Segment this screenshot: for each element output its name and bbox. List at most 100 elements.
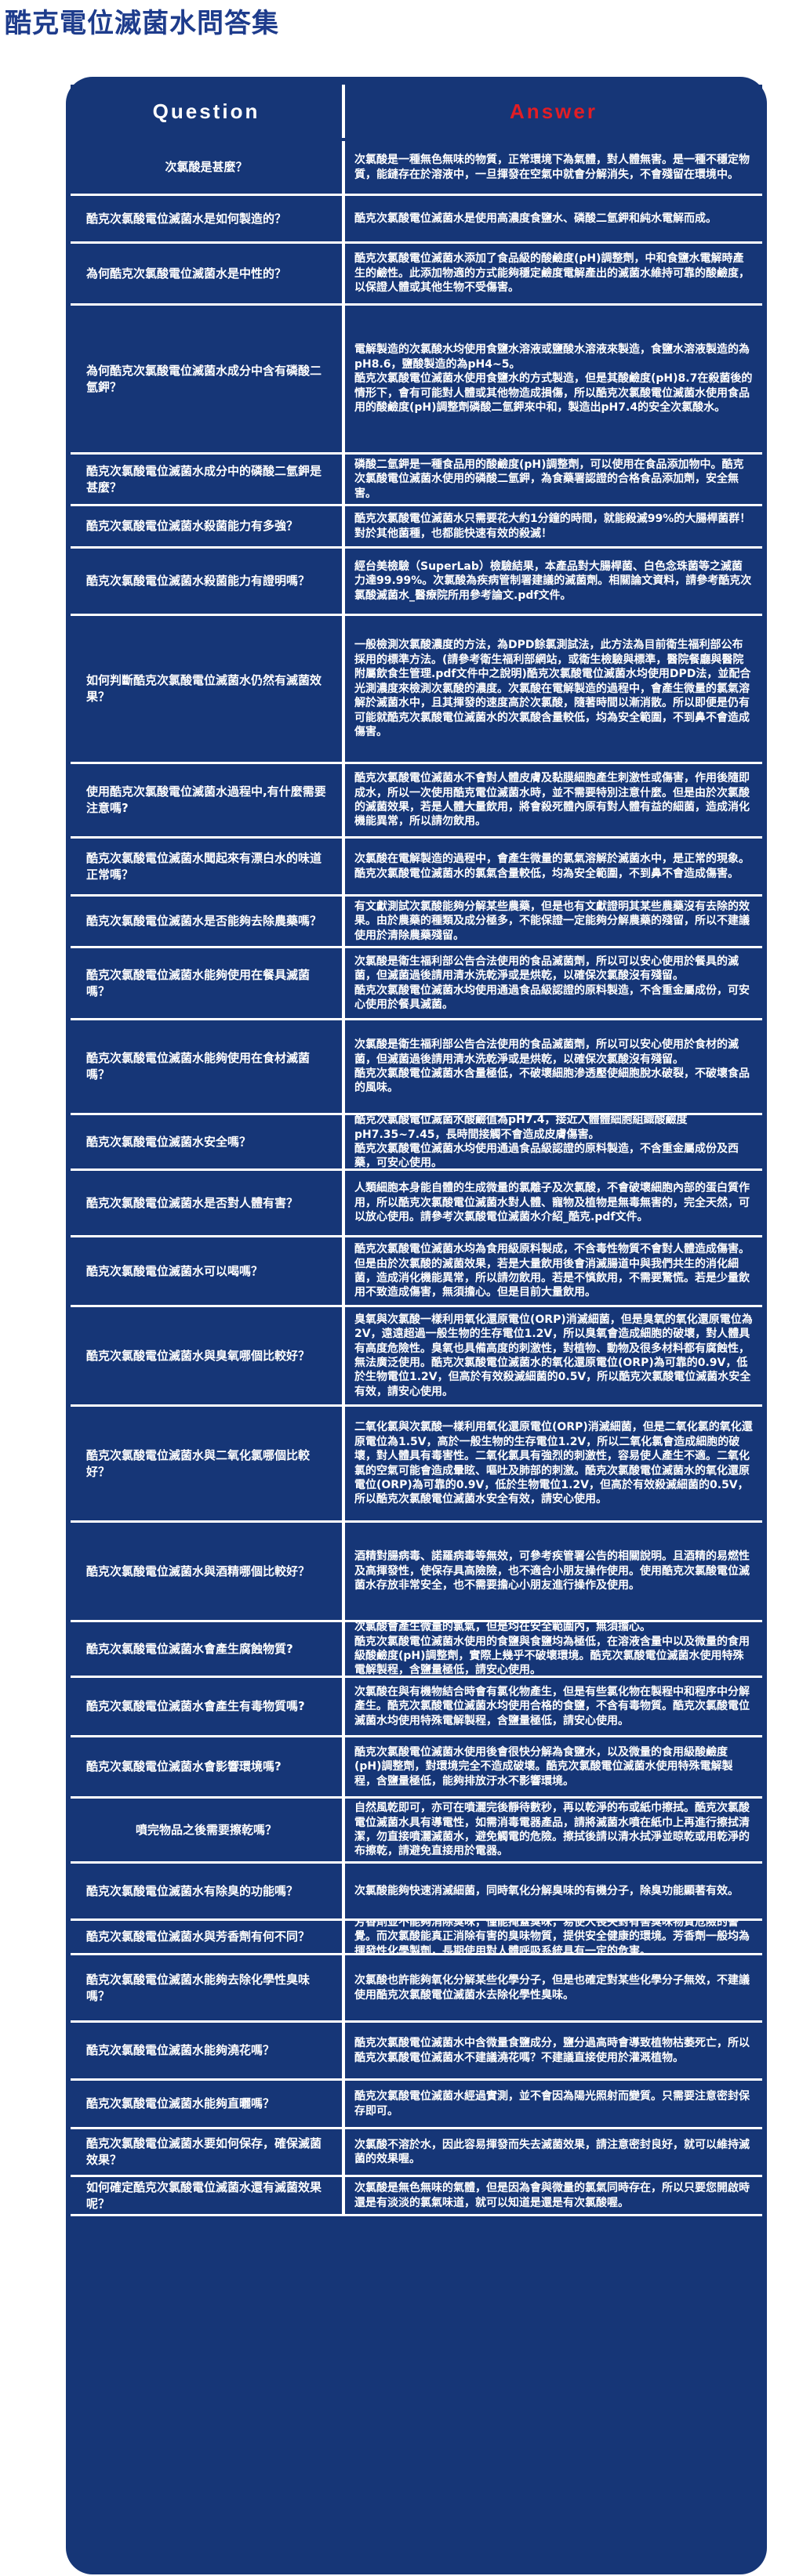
question-cell: 酷克次氯酸電位滅菌水是否能夠去除農藥嗎？ — [71, 897, 342, 946]
faq-row: 酷克次氯酸電位滅菌水聞起來有漂白水的味道正常嗎？ 次氯酸在電解製造的過程中，會產生… — [71, 839, 762, 894]
answer-cell: 酷克次氯酸電位滅菌水是使用高濃度食鹽水、磷酸二氫鉀和純水電解而成。 — [345, 196, 762, 241]
question-cell: 酷克次氯酸電位滅菌水殺菌能力有證明嗎？ — [71, 549, 342, 614]
row-divider — [71, 241, 762, 244]
answer-text: 酷克次氯酸電位滅菌水均為食用級原料製成，不含毒性物質不會對人體造成傷害。但是由於… — [354, 1243, 750, 1299]
answer-text: 有文獻測試次氯酸能夠分解某些農藥，但是也有文獻證明其某些農藥沒有去除的效果。由於… — [354, 900, 750, 942]
answer-text: 一般檢測次氯酸濃度的方法，為DPD餘氯測試法，此方法為目前衛生福利部公布採用的標… — [354, 639, 751, 739]
question-cell: 酷克次氯酸電位滅菌水會產生有毒物質嗎? — [71, 1678, 342, 1735]
faq-row: 酷克次氯酸電位滅菌水是否對人體有害？ 人類細胞本身能自體的生成微量的氯離子及次氯酸… — [71, 1171, 762, 1235]
faq-row: 酷克次氯酸電位滅菌水殺菌能力有多強？ 酷克次氯酸電位滅菌水只需要花大約1分鐘的時間… — [71, 506, 762, 546]
column-divider — [342, 948, 345, 1018]
question-cell: 為何酷克次氯酸電位滅菌水成分中含有磷酸二氫鉀？ — [71, 306, 342, 452]
answer-cell: 次氯酸是一種無色無味的物質，正常環境下為氣體，對人體無害。是一種不穩定物質，能鏈… — [345, 141, 762, 194]
answer-cell: 次氯酸會產生微量的氯氣，但是均在安全範圍內，無須擔心。 酷克次氯酸電位滅菌水使用… — [345, 1622, 762, 1676]
question-cell: 如何確定酷克次氯酸電位滅菌水還有滅菌效果呢？ — [71, 2177, 342, 2214]
answer-text: 二氧化氯與次氯酸一樣利用氧化還原電位(ORP)消滅細菌，但是二氧化氯的氧化還原電… — [354, 1421, 753, 1506]
row-divider — [71, 1796, 762, 1799]
question-cell: 酷克次氯酸電位滅菌水與二氧化氯哪個比較好？ — [71, 1407, 342, 1520]
answer-cell: 經台美檢驗（SuperLab）檢驗結果，本產品對大腸桿菌、白色念珠菌等之滅菌力達… — [345, 549, 762, 614]
answer-text: 次氯酸是衛生福利部公告合法使用的食品滅菌劑，所以可以安心使用於餐具的滅菌，但滅菌… — [354, 955, 750, 1011]
faq-row: 酷克次氯酸電位滅菌水會影響環境嗎? 酷克次氯酸電位滅菌水使用後會很快分解為食鹽水，… — [71, 1737, 762, 1796]
column-divider — [342, 1921, 345, 1953]
faq-row: 為何酷克次氯酸電位滅菌水成分中含有磷酸二氫鉀？ 電解製造的次氯酸水均使用食鹽水溶液… — [71, 306, 762, 452]
question-cell: 酷克次氯酸電位滅菌水與臭氧哪個比較好？ — [71, 1307, 342, 1404]
row-divider — [71, 1235, 762, 1237]
faq-row: 酷克次氯酸電位滅菌水會產生腐蝕物質? 次氯酸會產生微量的氯氣，但是均在安全範圍內，… — [71, 1622, 762, 1676]
answer-column-header: Answer — [345, 85, 762, 138]
answer-cell: 酷克次氯酸電位滅菌水經過實測，並不會因為陽光照射而變質。只需要注意密封保存即可。 — [345, 2081, 762, 2127]
faq-row: 酷克次氯酸電位滅菌水會產生有毒物質嗎? 次氯酸在與有機物結合時會有氯化物產生，但是… — [71, 1678, 762, 1735]
row-divider — [71, 1735, 762, 1737]
faq-row: 如何判斷酷克次氯酸電位滅菌水仍然有滅菌效果？ 一般檢測次氯酸濃度的方法，為DPD餘… — [71, 616, 762, 762]
faq-row: 酷克次氯酸電位滅菌水與二氧化氯哪個比較好？ 二氧化氯與次氯酸一樣利用氧化還原電位(… — [71, 1407, 762, 1520]
answer-text: 酷克次氯酸電位滅菌水中含微量食鹽成分，鹽分過高時會導致植物枯萎死亡，所以酷克次氯… — [354, 2037, 750, 2064]
row-divider — [71, 2175, 762, 2177]
answer-text: 酷克次氯酸電位滅菌水只需要花大約1分鐘的時間，就能殺滅99%的大腸桿菌群！對於其… — [354, 513, 751, 540]
question-cell: 酷克次氯酸電位滅菌水能夠直曬嗎？ — [71, 2081, 342, 2127]
answer-cell: 酷克次氯酸電位滅菌水中含微量食鹽成分，鹽分過高時會導致植物枯萎死亡，所以酷克次氯… — [345, 2023, 762, 2078]
page-title: 酷克電位滅菌水問答集 — [5, 8, 279, 39]
faq-row: 酷克次氯酸電位滅菌水安全嗎？ 酷克次氯酸電位滅菌水酸鹼值為pH7.4，接近人體體細… — [71, 1115, 762, 1168]
row-divider — [71, 546, 762, 549]
faq-row: 酷克次氯酸電位滅菌水與臭氧哪個比較好？ 臭氧與次氯酸一樣利用氧化還原電位(ORP)… — [71, 1307, 762, 1404]
answer-cell: 酷克次氯酸電位滅菌水不會對人體皮膚及黏膜細胞產生刺激性或傷害，作用後隨即成水，所… — [345, 764, 762, 836]
answer-text: 酒精對腸病毒、諾羅病毒等無效，可參考疾管署公告的相關說明。且酒精的易燃性及高揮發… — [354, 1550, 750, 1592]
column-divider — [342, 506, 345, 546]
question-cell: 次氯酸是甚麼？ — [71, 141, 342, 194]
question-cell: 酷克次氯酸電位滅菌水要如何保存，確保滅菌效果？ — [71, 2129, 342, 2175]
column-divider — [342, 1799, 345, 1861]
question-cell: 酷克次氯酸電位滅菌水成分中的磷酸二氫鉀是甚麼？ — [71, 455, 342, 504]
row-divider — [71, 1305, 762, 1307]
question-cell: 酷克次氯酸電位滅菌水與芳香劑有何不同？ — [71, 1921, 342, 1953]
question-cell: 酷克次氯酸電位滅菌水可以喝嗎？ — [71, 1237, 342, 1305]
faq-row: 噴完物品之後需要擦乾嗎？ 自然風乾即可，亦可在噴灑完後靜待數秒，再以乾淨的布或紙巾… — [71, 1799, 762, 1861]
answer-text: 酷克次氯酸電位滅菌水是使用高濃度食鹽水、磷酸二氫鉀和純水電解而成。 — [354, 212, 717, 225]
column-divider — [342, 455, 345, 504]
answer-cell: 二氧化氯與次氯酸一樣利用氧化還原電位(ORP)消滅細菌，但是二氧化氯的氧化還原電… — [345, 1407, 762, 1520]
row-divider — [71, 1676, 762, 1678]
answer-cell: 酷克次氯酸電位滅菌水均為食用級原料製成，不含毒性物質不會對人體造成傷害。但是由於… — [345, 1237, 762, 1305]
faq-row: 酷克次氯酸電位滅菌水是如何製造的？ 酷克次氯酸電位滅菌水是使用高濃度食鹽水、磷酸二… — [71, 196, 762, 241]
faq-row: 酷克次氯酸電位滅菌水要如何保存，確保滅菌效果？ 次氯酸不溶於水，因此容易揮發而失去… — [71, 2129, 762, 2175]
row-divider — [71, 946, 762, 948]
answer-text: 酷克次氯酸電位滅菌水使用後會很快分解為食鹽水，以及微量的食用級酸鹼度(pH)調整… — [354, 1745, 733, 1788]
question-cell: 酷克次氯酸電位滅菌水能夠使用在食材滅菌嗎？ — [71, 1020, 342, 1113]
answer-text: 酷克次氯酸電位滅菌水酸鹼值為pH7.4，接近人體體細胞組織酸鹼度pH7.35~7… — [354, 1115, 739, 1168]
column-divider — [342, 196, 345, 241]
column-divider — [342, 1955, 345, 2020]
answer-cell: 酷克次氯酸電位滅菌水使用後會很快分解為食鹽水，以及微量的食用級酸鹼度(pH)調整… — [345, 1737, 762, 1796]
column-divider — [342, 2081, 345, 2127]
answer-text: 酷克次氯酸電位滅菌水不會對人體皮膚及黏膜細胞產生刺激性或傷害，作用後隨即成水，所… — [354, 772, 750, 828]
answer-cell: 酷克次氯酸電位滅菌水酸鹼值為pH7.4，接近人體體細胞組織酸鹼度pH7.35~7… — [345, 1115, 762, 1168]
answer-cell: 人類細胞本身能自體的生成微量的氯離子及次氯酸，不會破壞細胞內部的蛋白質作用，所以… — [345, 1171, 762, 1235]
question-cell: 酷克次氯酸電位滅菌水殺菌能力有多強？ — [71, 506, 342, 546]
row-divider — [71, 1113, 762, 1115]
column-divider — [342, 549, 345, 614]
row-divider — [71, 2214, 762, 2216]
answer-text: 次氯酸是無色無味的氣體，但是因為會與微量的氯氣同時存在，所以只要您開啟時還是有淡… — [354, 2182, 750, 2209]
row-divider — [71, 614, 762, 616]
answer-cell: 酒精對腸病毒、諾羅病毒等無效，可參考疾管署公告的相關說明。且酒精的易燃性及高揮發… — [345, 1523, 762, 1620]
row-divider — [71, 1520, 762, 1523]
answer-cell: 次氯酸是無色無味的氣體，但是因為會與微量的氯氣同時存在，所以只要您開啟時還是有淡… — [345, 2177, 762, 2214]
answer-text: 次氯酸在與有機物結合時會有氯化物產生，但是有些氯化物在製程中和程序中分解產生。酷… — [354, 1685, 750, 1727]
column-divider — [342, 897, 345, 946]
question-cell: 酷克次氯酸電位滅菌水會產生腐蝕物質? — [71, 1622, 342, 1676]
column-divider — [342, 2177, 345, 2214]
row-divider — [71, 762, 762, 764]
answer-cell: 次氯酸能夠快速消滅細菌，同時氧化分解臭味的有機分子，除臭功能顯著有效。 — [345, 1864, 762, 1918]
answer-text: 人類細胞本身能自體的生成微量的氯離子及次氯酸，不會破壞細胞內部的蛋白質作用，所以… — [354, 1182, 750, 1224]
question-cell: 如何判斷酷克次氯酸電位滅菌水仍然有滅菌效果？ — [71, 616, 342, 762]
answer-text: 次氯酸在電解製造的過程中，會產生微量的氯氣溶解於滅菌水中，是正常的現象。酷克次氯… — [354, 853, 750, 880]
row-divider — [71, 1861, 762, 1864]
answer-text: 次氯酸是一種無色無味的物質，正常環境下為氣體，對人體無害。是一種不穩定物質，能鏈… — [354, 154, 750, 181]
question-column-header: Question — [71, 85, 342, 138]
question-cell: 為何酷克次氯酸電位滅菌水是中性的？ — [71, 244, 342, 303]
answer-cell: 次氯酸也許能夠氧化分解某些化學分子，但是也確定對某些化學分子無效，不建議使用酷克… — [345, 1955, 762, 2020]
row-divider — [71, 836, 762, 839]
faq-row: 酷克次氯酸電位滅菌水可以喝嗎？ 酷克次氯酸電位滅菌水均為食用級原料製成，不含毒性物… — [71, 1237, 762, 1305]
column-divider — [342, 1407, 345, 1520]
answer-text: 次氯酸不溶於水，因此容易揮發而失去滅菌效果，請注意密封良好，就可以維持滅菌的效果… — [354, 2138, 750, 2165]
question-cell: 酷克次氯酸電位滅菌水是如何製造的？ — [71, 196, 342, 241]
row-divider — [71, 2020, 762, 2023]
